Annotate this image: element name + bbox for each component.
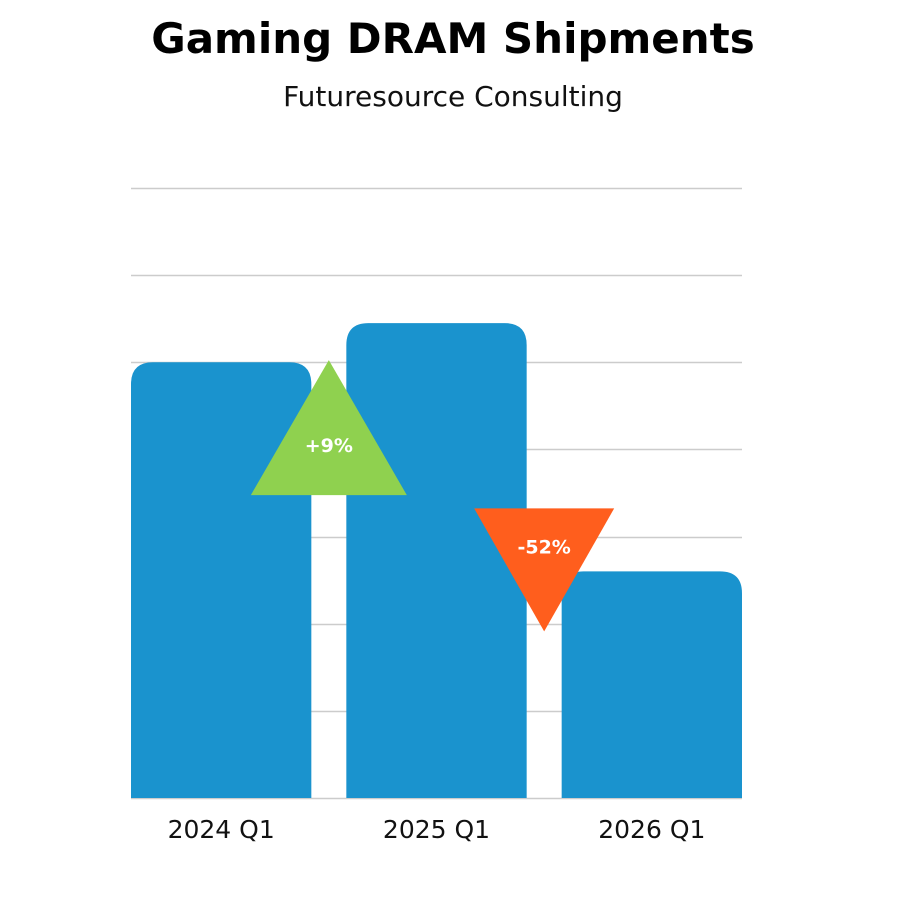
bars [131,323,742,798]
x-tick-label: 2026 Q1 [598,815,705,844]
bar [131,362,312,798]
chart-subtitle: Futuresource Consulting [283,80,623,113]
change-badges: +9% -52% [250,360,615,632]
down-arrow-icon [474,508,615,632]
up-arrow-icon [250,360,407,496]
x-axis-tick-labels: 2024 Q1 2025 Q1 2026 Q1 [168,815,706,844]
x-tick-label: 2025 Q1 [383,815,490,844]
bar [346,323,527,798]
x-tick-label: 2024 Q1 [168,815,275,844]
chart-title: Gaming DRAM Shipments [151,14,755,63]
change-label: -52% [517,536,570,558]
bar [561,571,742,798]
change-label: +9% [305,435,353,457]
